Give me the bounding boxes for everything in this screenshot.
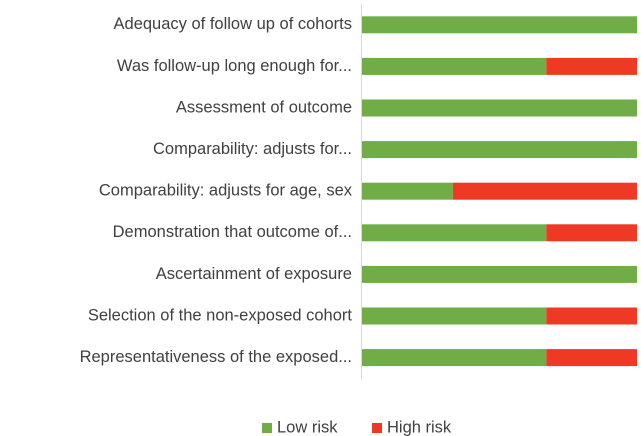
y-tick-label: Selection of the non-exposed cohort bbox=[88, 306, 353, 324]
bar-segment bbox=[546, 224, 637, 242]
y-tick-label: Representativeness of the exposed... bbox=[80, 348, 352, 366]
bar-segment bbox=[362, 99, 637, 117]
legend-swatch bbox=[372, 423, 382, 433]
y-tick-label: Was follow-up long enough for... bbox=[117, 57, 352, 75]
y-tick-label: Comparability: adjusts for age, sex bbox=[99, 182, 353, 200]
bar-segment bbox=[362, 307, 547, 325]
bar-segment bbox=[546, 349, 637, 367]
y-tick-label: Demonstration that outcome of... bbox=[113, 223, 352, 241]
legend-label: High risk bbox=[387, 418, 452, 436]
bar-segment bbox=[546, 57, 637, 75]
bar-segment bbox=[362, 182, 453, 200]
bar-segment bbox=[362, 57, 547, 75]
y-tick-label: Assessment of outcome bbox=[176, 98, 352, 116]
y-tick-label: Comparability: adjusts for... bbox=[153, 140, 352, 158]
bar-segment bbox=[362, 265, 637, 283]
bar-segment bbox=[362, 141, 637, 159]
bar-segment bbox=[362, 349, 547, 367]
bar-segment bbox=[362, 224, 547, 242]
y-tick-label: Adequacy of follow up of cohorts bbox=[114, 15, 352, 33]
legend-swatch bbox=[262, 423, 272, 433]
bar-segment bbox=[452, 182, 637, 200]
y-tick-label: Ascertainment of exposure bbox=[156, 265, 352, 283]
bar-segment bbox=[362, 16, 637, 34]
legend-label: Low risk bbox=[277, 418, 338, 436]
bar-segment bbox=[546, 307, 637, 325]
